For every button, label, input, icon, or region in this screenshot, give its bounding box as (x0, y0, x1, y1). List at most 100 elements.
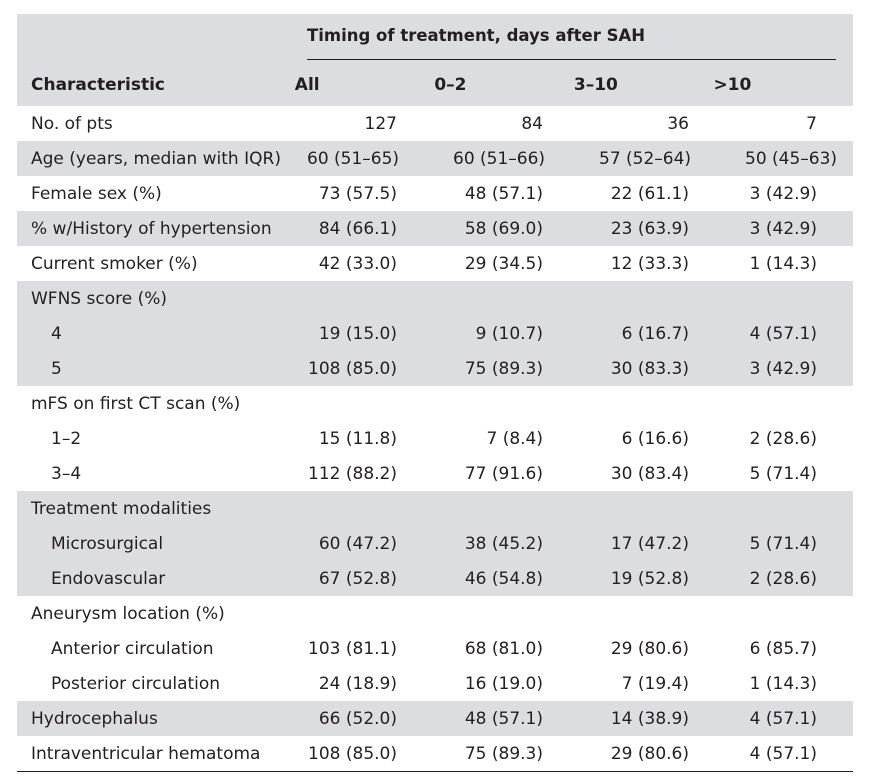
table-cell: 108 (85.0) (308, 358, 397, 379)
row-label: 3–4 (51, 463, 82, 484)
table-cell: 16 (19.0) (464, 673, 543, 694)
table-cell: 15 (11.8) (318, 428, 397, 449)
row-label: Intraventricular hematoma (31, 743, 261, 764)
table-cell: 17 (47.2) (610, 533, 689, 554)
row-label: Anterior circulation (51, 638, 214, 659)
table-cell: 4 (57.1) (749, 743, 817, 764)
table-cell: 75 (89.3) (464, 358, 543, 379)
table-row: 3–4 112 (88.2) 77 (91.6) 30 (83.4) 5 (71.4) (17, 456, 853, 491)
header-0-2: 0–2 (434, 75, 467, 95)
header-all: All (294, 75, 320, 95)
table-cell: 60 (51–66) (453, 148, 546, 169)
table-cell: 77 (91.6) (464, 463, 543, 484)
table-cell: 29 (34.5) (464, 253, 543, 274)
table-row: 1–2 15 (11.8) 7 (8.4) 6 (16.6) 2 (28.6) (17, 421, 853, 456)
header-gt-10: >10 (713, 75, 752, 95)
table-cell: 2 (28.6) (749, 568, 817, 589)
column-spanner: Timing of treatment, days after SAH (307, 26, 646, 45)
row-label: No. of pts (31, 113, 113, 134)
table-row: Treatment modalities (17, 491, 853, 526)
table-cell: 29 (80.6) (610, 638, 689, 659)
table-cell: 5 (71.4) (749, 463, 817, 484)
table-cell: 42 (33.0) (318, 253, 397, 274)
row-label: Microsurgical (51, 533, 164, 554)
table-cell: 50 (45–63) (745, 148, 838, 169)
table-cell: 12 (33.3) (610, 253, 689, 274)
table-row: Current smoker (%) 42 (33.0) 29 (34.5) 12 (… (17, 246, 853, 281)
table-row: Hydrocephalus 66 (52.0) 48 (57.1) 14 (38.9)… (17, 701, 853, 736)
table-cell: 4 (57.1) (749, 323, 817, 344)
table-cell: 19 (52.8) (610, 568, 689, 589)
row-label: Treatment modalities (31, 498, 212, 519)
table-row: 4 19 (15.0) 9 (10.7) 6 (16.7) 4 (57.1) (17, 316, 853, 351)
table-cell: 5 (71.4) (749, 533, 817, 554)
row-label: % w/History of hypertension (31, 218, 272, 239)
table-cell: 48 (57.1) (464, 708, 543, 729)
table-cell: 30 (83.4) (610, 463, 689, 484)
table-cell: 46 (54.8) (464, 568, 543, 589)
header-row: Characteristic All 0–2 3–10 >10 (17, 70, 853, 100)
table-cell: 38 (45.2) (464, 533, 543, 554)
row-label: 4 (51, 323, 62, 344)
table-cell: 6 (85.7) (749, 638, 817, 659)
table-row: mFS on first CT scan (%) (17, 386, 853, 421)
table-row: Aneurysm location (%) (17, 596, 853, 631)
table-header: Timing of treatment, days after SAH Char… (17, 14, 853, 106)
table-cell: 22 (61.1) (610, 183, 689, 204)
row-label: 1–2 (51, 428, 82, 449)
row-label: Hydrocephalus (31, 708, 158, 729)
table-cell: 66 (52.0) (318, 708, 397, 729)
table-row: Microsurgical 60 (47.2) 38 (45.2) 17 (47.2)… (17, 526, 853, 561)
row-label: Female sex (%) (31, 183, 162, 204)
table-cell: 3 (42.9) (749, 218, 817, 239)
data-table: Timing of treatment, days after SAH Char… (17, 14, 853, 772)
table-cell: 30 (83.3) (610, 358, 689, 379)
table-cell: 68 (81.0) (464, 638, 543, 659)
table-row: Endovascular 67 (52.8) 46 (54.8) 19 (52.8) 2… (17, 561, 853, 596)
table-row: Anterior circulation 103 (81.1) 68 (81.0) 2… (17, 631, 853, 666)
table-cell: 1 (14.3) (749, 673, 817, 694)
table-cell: 36 (667, 113, 689, 134)
table-cell: 127 (364, 113, 397, 134)
table-cell: 57 (52–64) (599, 148, 692, 169)
table-cell: 29 (80.6) (610, 743, 689, 764)
table-cell: 108 (85.0) (308, 743, 397, 764)
table-cell: 73 (57.5) (318, 183, 397, 204)
table-cell: 2 (28.6) (749, 428, 817, 449)
table-cell: 60 (51–65) (307, 148, 400, 169)
row-label: Endovascular (51, 568, 166, 589)
row-label: WFNS score (%) (31, 288, 167, 309)
table-cell: 3 (42.9) (749, 358, 817, 379)
row-label: 5 (51, 358, 62, 379)
table-row: Intraventricular hematoma 108 (85.0) 75 (8… (17, 736, 853, 771)
table-cell: 7 (19.4) (621, 673, 689, 694)
header-3-10: 3–10 (573, 75, 618, 95)
table-cell: 4 (57.1) (749, 708, 817, 729)
header-characteristic: Characteristic (31, 75, 165, 95)
table-cell: 84 (66.1) (318, 218, 397, 239)
row-label: Aneurysm location (%) (31, 603, 225, 624)
table-cell: 1 (14.3) (749, 253, 817, 274)
table-body: No. of pts 127 84 36 7 Age (years, median wit… (17, 106, 853, 771)
table-cell: 6 (16.6) (621, 428, 689, 449)
table-row: Posterior circulation 24 (18.9) 16 (19.0) 7… (17, 666, 853, 701)
table-cell: 23 (63.9) (610, 218, 689, 239)
row-label: mFS on first CT scan (%) (31, 393, 241, 414)
table-cell: 48 (57.1) (464, 183, 543, 204)
table-cell: 9 (10.7) (475, 323, 543, 344)
table-cell: 60 (47.2) (318, 533, 397, 554)
table-cell: 14 (38.9) (610, 708, 689, 729)
table-row: 5 108 (85.0) 75 (89.3) 30 (83.3) 3 (42.9) (17, 351, 853, 386)
table-cell: 7 (8.4) (486, 428, 543, 449)
table-cell: 67 (52.8) (318, 568, 397, 589)
row-label: Current smoker (%) (31, 253, 198, 274)
table-cell: 19 (15.0) (318, 323, 397, 344)
row-label: Age (years, median with IQR) (31, 148, 281, 169)
table-bottom-rule (17, 771, 853, 772)
table-cell: 24 (18.9) (318, 673, 397, 694)
table-cell: 112 (88.2) (308, 463, 397, 484)
table-row: No. of pts 127 84 36 7 (17, 106, 853, 141)
table-cell: 75 (89.3) (464, 743, 543, 764)
table-row: WFNS score (%) (17, 281, 853, 316)
table-row: Female sex (%) 73 (57.5) 48 (57.1) 22 (61.1… (17, 176, 853, 211)
